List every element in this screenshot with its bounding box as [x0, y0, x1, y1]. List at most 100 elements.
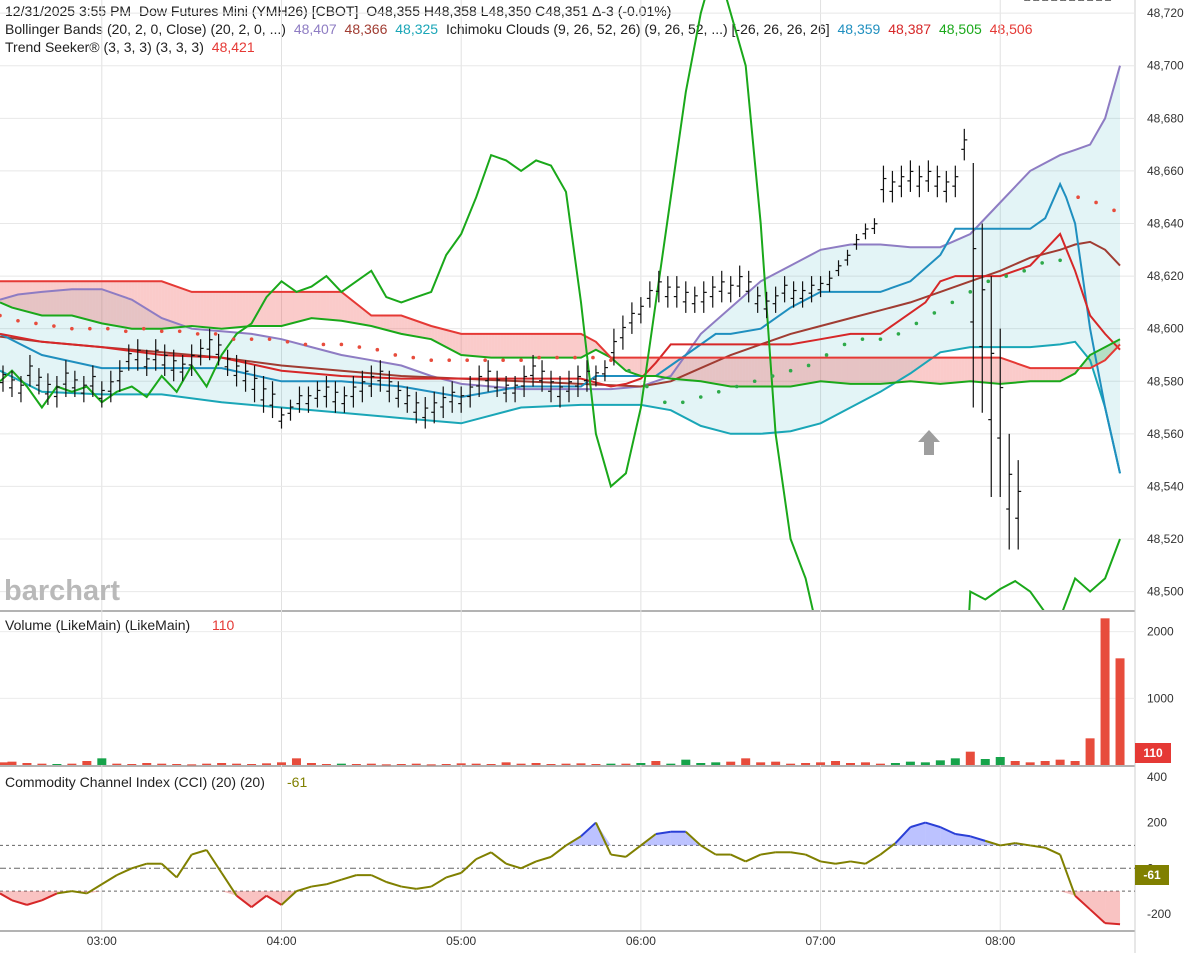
ichimoku-cloud-fill: [829, 357, 833, 383]
ichimoku-cloud-fill: [907, 357, 911, 382]
ichimoku-cloud-fill: [709, 357, 713, 384]
header-line-1: 12/31/2025 3:55 PM Dow Futures Mini (YMH…: [5, 2, 675, 20]
ichimoku-cloud-fill: [113, 281, 117, 327]
cci-line-segment: [475, 851, 492, 861]
ichimoku-cloud-fill: [209, 291, 213, 328]
ichimoku-cloud-fill: [1024, 366, 1028, 382]
cci-line-segment: [56, 890, 73, 895]
ichimoku-cloud-fill: [781, 357, 785, 387]
ichimoku-cloud-fill: [739, 357, 743, 387]
volume-bar: [591, 764, 601, 765]
ichimoku-cloud-fill: [179, 287, 183, 328]
trend-seeker-dot: [411, 355, 416, 360]
ichimoku-cloud-fill: [266, 291, 270, 327]
volume-bar: [681, 759, 691, 765]
ichimoku-cloud-fill: [595, 341, 599, 352]
ichimoku-cloud-fill: [299, 291, 303, 322]
trend-seeker-dot: [663, 400, 667, 405]
ichimoku-cloud-fill: [634, 357, 638, 375]
ichimoku-cloud-fill: [464, 333, 468, 356]
volume-bar: [846, 763, 856, 765]
ichimoku-cloud-fill: [2, 281, 6, 305]
ichimoku-cloud-fill: [577, 333, 581, 358]
volume-bar: [756, 762, 766, 765]
cci-line-segment: [505, 862, 522, 870]
ichimoku-cloud-fill: [775, 357, 779, 387]
ichimoku-cloud-fill: [1003, 358, 1007, 384]
ichimoku-cloud-fill: [59, 281, 63, 316]
cci-line-segment: [445, 871, 462, 879]
cci-oversold-fill: [11, 891, 27, 905]
trend-seeker-dot: [501, 358, 505, 363]
volume-bar: [935, 760, 945, 765]
ichimoku-cloud-fill: [721, 357, 725, 386]
ichimoku-cloud-fill: [1006, 359, 1010, 384]
cci-line-segment: [1089, 908, 1106, 924]
ichimoku-cloud-fill: [482, 333, 486, 358]
leading-span-b-line: [0, 280, 1121, 370]
ichimoku-cloud-fill: [994, 357, 998, 384]
ichimoku-cloud-fill: [53, 281, 57, 316]
price-tick-label: 48,580: [1147, 374, 1184, 388]
volume-bar: [666, 763, 676, 765]
trend-seeker-dot: [267, 337, 272, 341]
bb-lower-value: 48,325: [395, 21, 439, 37]
cci-line-segment: [864, 853, 881, 865]
ichimoku-cloud-fill: [65, 281, 69, 316]
ichimoku-cloud-fill: [455, 332, 459, 354]
price-tick-label: 48,600: [1147, 322, 1184, 336]
volume-bar: [277, 762, 287, 765]
cci-overbought-fill: [580, 822, 596, 846]
ichimoku-cloud-fill: [401, 315, 405, 335]
trend-seeker-dot: [627, 368, 631, 373]
ichimoku-cloud-fill: [901, 357, 905, 383]
ichimoku-cloud-fill: [826, 357, 830, 383]
volume-tick-label: 2000: [1147, 625, 1174, 639]
volume-bar: [82, 761, 92, 765]
ichimoku-cloud-fill: [889, 357, 893, 384]
ichimoku-cloud-fill: [293, 291, 297, 323]
trend-seeker-dot: [860, 337, 865, 341]
ichimoku-cloud-fill: [218, 291, 222, 329]
ichimoku-cloud-fill: [509, 333, 513, 358]
cci-line-segment: [386, 881, 402, 888]
volume-bar: [351, 764, 361, 765]
ichimoku-cloud-fill: [386, 315, 390, 331]
cci-tick-label: 400: [1147, 770, 1167, 784]
ichimoku-cloud-fill: [233, 291, 237, 328]
trend-seeker-dot: [429, 358, 434, 363]
ichimoku-cloud-fill: [452, 331, 456, 352]
ichimoku-cloud-fill: [89, 281, 93, 322]
ichimoku-cloud-fill: [628, 357, 632, 373]
ichimoku-cloud-fill: [155, 281, 159, 329]
ichimoku-cloud-fill: [1027, 367, 1031, 382]
ichimoku-cloud-fill: [314, 291, 318, 319]
x-tick-label: 07:00: [806, 934, 836, 948]
volume-bar: [651, 761, 661, 765]
ichimoku-cloud-fill: [865, 357, 869, 384]
ichimoku-cloud-fill: [922, 357, 926, 383]
cci-line-segment: [460, 858, 477, 874]
ichimoku-cloud-fill: [197, 291, 201, 327]
trend-seeker-dot: [716, 389, 721, 394]
ichimoku-cloud-fill: [461, 333, 465, 356]
cci-line-segment: [984, 839, 1001, 847]
trend-seeker-value: 48,421: [211, 39, 255, 55]
cci-line-segment: [745, 853, 762, 863]
cci-line-segment: [805, 853, 821, 863]
volume-bar: [187, 764, 197, 766]
ichimoku-cloud-fill: [353, 301, 357, 324]
trend-seeker-dot: [465, 358, 469, 363]
volume-bar: [995, 757, 1005, 765]
ichimoku-cloud-fill: [494, 333, 498, 358]
ichimoku-cloud-fill: [892, 357, 896, 383]
ichimoku-cloud-fill: [41, 281, 45, 316]
ichimoku-cloud-fill: [188, 290, 192, 327]
cci-line-segment: [326, 878, 342, 886]
ichimoku-cloud-fill: [518, 333, 522, 358]
cci-line-segment: [341, 874, 357, 881]
ichimoku-cloud-fill: [973, 357, 977, 382]
ichimoku-cloud-fill: [5, 281, 9, 307]
ichimoku-cloud-fill: [1000, 357, 1004, 384]
